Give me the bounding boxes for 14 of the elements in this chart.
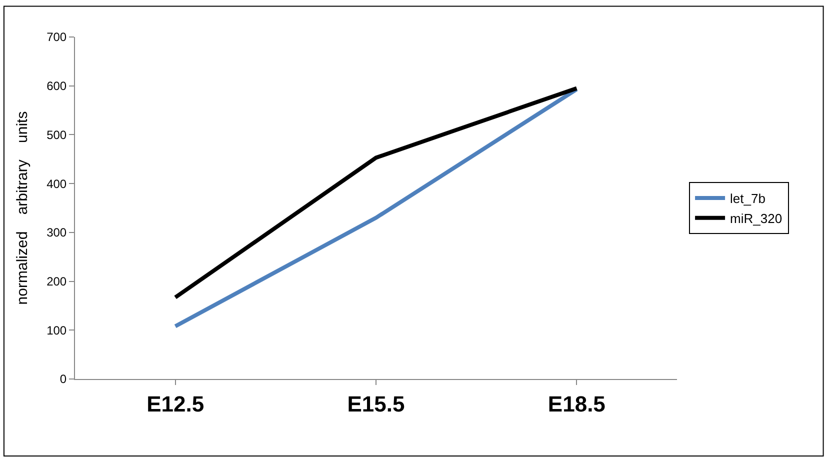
legend-label: let_7b xyxy=(730,191,766,206)
legend-label: miR_320 xyxy=(730,210,782,226)
y-tick-label: 400 xyxy=(46,176,67,191)
y-tick-label: 600 xyxy=(46,79,67,94)
x-tick-label: E18.5 xyxy=(548,391,606,416)
y-tick-label: 200 xyxy=(46,274,67,288)
y-tick-label: 700 xyxy=(46,30,67,44)
y-tick-label: 100 xyxy=(46,323,67,338)
x-tick-label: E12.5 xyxy=(146,391,204,416)
y-tick-label: 0 xyxy=(60,372,67,386)
y-tick-label: 300 xyxy=(46,226,67,240)
y-axis-title: normalized arbitrary units xyxy=(14,111,31,305)
y-tick-label: 500 xyxy=(46,128,67,142)
x-tick-label: E15.5 xyxy=(347,391,405,416)
